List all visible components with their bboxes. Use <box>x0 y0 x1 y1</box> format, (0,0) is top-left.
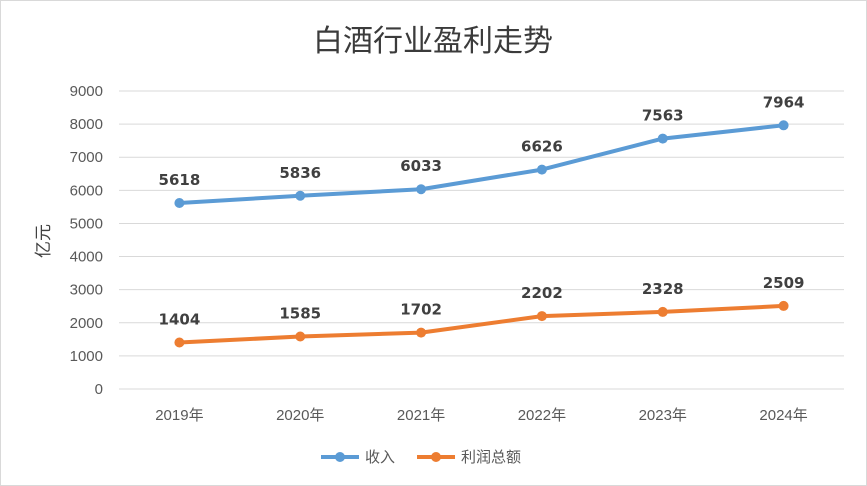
y-tick-label: 0 <box>95 381 103 398</box>
data-label: 5618 <box>159 171 201 189</box>
data-point <box>657 133 668 144</box>
x-tick-label: 2021年 <box>397 407 445 424</box>
data-label: 6033 <box>400 157 442 175</box>
data-label: 1404 <box>159 311 201 329</box>
series-line <box>177 303 786 345</box>
data-point <box>657 306 668 317</box>
y-tick-label: 7000 <box>70 149 103 166</box>
y-tick-label: 9000 <box>70 83 103 100</box>
data-label: 7563 <box>642 107 684 125</box>
data-point <box>778 300 789 311</box>
legend-swatch-marker <box>431 452 442 462</box>
series-line <box>177 123 786 205</box>
data-label: 2202 <box>521 284 563 302</box>
y-axis-ticks: 0 1000 2000 3000 4000 5000 6000 7000 8000 9000 <box>70 83 103 398</box>
legend-label: 收入 <box>365 448 395 466</box>
legend-swatch-marker <box>335 452 345 462</box>
data-point <box>416 184 427 195</box>
data-label: 2509 <box>763 274 805 292</box>
data-point <box>174 337 185 348</box>
data-point <box>416 327 427 338</box>
x-tick-label: 2019年 <box>155 407 203 424</box>
y-tick-label: 2000 <box>70 315 103 332</box>
legend-item: 收入 <box>321 448 395 466</box>
data-point <box>174 197 185 208</box>
chart-title: 白酒行业盈利走势 <box>313 24 553 59</box>
data-point <box>778 120 789 131</box>
x-tick-label: 2020年 <box>276 407 324 424</box>
y-tick-label: 3000 <box>70 282 103 299</box>
data-label: 6626 <box>521 138 563 156</box>
y-tick-label: 6000 <box>70 182 103 199</box>
data-point <box>536 311 547 322</box>
series-0: 5618 5836 6033 6626 7563 7964 <box>159 93 805 208</box>
x-tick-label: 2024年 <box>759 407 807 424</box>
y-tick-label: 5000 <box>70 215 103 232</box>
y-tick-label: 1000 <box>70 348 103 365</box>
y-tick-label: 8000 <box>70 116 103 133</box>
x-axis-ticks: 2019年 2020年 2021年 2022年 2023年 2024年 <box>155 407 808 424</box>
data-label: 1585 <box>279 305 321 323</box>
series-group: 5618 5836 6033 6626 7563 7964 1404 1585 1702 2202… <box>159 93 805 348</box>
data-label: 2328 <box>642 280 684 298</box>
legend-item: 利润总额 <box>417 448 521 466</box>
data-label: 5836 <box>279 164 321 182</box>
data-point <box>295 331 306 342</box>
legend: 收入 利润总额 <box>321 448 521 466</box>
gridlines <box>119 90 844 390</box>
data-label: 1702 <box>400 301 442 319</box>
data-point <box>295 190 306 201</box>
data-point <box>536 164 547 175</box>
series-1: 1404 1585 1702 2202 2328 2509 <box>159 274 805 348</box>
x-tick-label: 2023年 <box>639 407 687 424</box>
y-axis-label: 亿元 <box>34 224 54 258</box>
y-tick-label: 4000 <box>70 249 103 266</box>
data-label: 7964 <box>763 93 805 111</box>
legend-label: 利润总额 <box>461 448 521 466</box>
x-tick-label: 2022年 <box>518 407 566 424</box>
